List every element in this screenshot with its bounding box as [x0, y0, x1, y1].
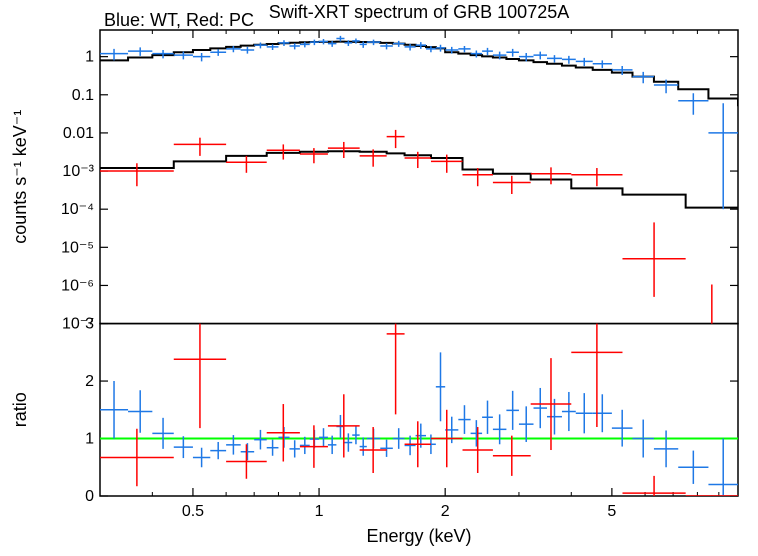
y-tick-label-top: 10⁻⁵ — [61, 239, 94, 256]
model-line — [100, 151, 738, 207]
chart-title: Swift-XRT spectrum of GRB 100725A — [269, 2, 569, 22]
model-line — [100, 42, 738, 107]
y-tick-label-top: 10⁻³ — [62, 163, 94, 180]
top-panel-data — [100, 36, 738, 332]
y-tick-label-top: 0.1 — [72, 87, 94, 104]
bottom-panel-data — [100, 253, 738, 530]
bottom-panel-frame — [100, 324, 738, 496]
x-tick-label: 0.5 — [182, 503, 204, 520]
y-axis-label-bottom: ratio — [10, 392, 30, 427]
y-tick-label-top: 10⁻⁶ — [61, 277, 94, 294]
x-tick-label: 1 — [315, 503, 324, 520]
y-tick-label-bottom: 3 — [85, 316, 94, 333]
y-tick-label-bottom: 2 — [85, 373, 94, 390]
chart-container: 0.512510⁻⁷10⁻⁶10⁻⁵10⁻⁴10⁻³0.010.110123Sw… — [0, 0, 758, 556]
y-tick-label-top: 0.01 — [63, 125, 94, 142]
y-tick-label-top: 1 — [85, 49, 94, 66]
y-tick-label-bottom: 1 — [85, 431, 94, 448]
x-axis-label: Energy (keV) — [366, 526, 471, 546]
y-tick-label-bottom: 0 — [85, 488, 94, 505]
spectrum-chart: 0.512510⁻⁷10⁻⁶10⁻⁵10⁻⁴10⁻³0.010.110123Sw… — [0, 0, 758, 556]
x-tick-label: 5 — [607, 503, 616, 520]
x-tick-label: 2 — [441, 503, 450, 520]
chart-subtitle: Blue: WT, Red: PC — [104, 10, 254, 30]
top-panel-frame — [100, 30, 738, 324]
y-tick-label-top: 10⁻⁴ — [61, 201, 94, 218]
y-axis-label-top: counts s⁻¹ keV⁻¹ — [10, 110, 30, 244]
